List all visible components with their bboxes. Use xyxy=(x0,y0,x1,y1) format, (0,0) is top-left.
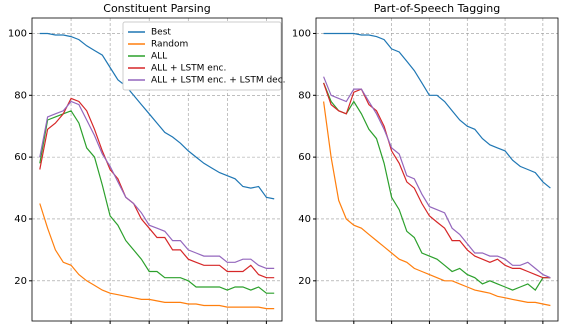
y-tick-label: 40 xyxy=(298,214,311,225)
series-line xyxy=(323,101,551,307)
legend-label: ALL + LSTM enc. + LSTM dec. xyxy=(151,76,286,86)
y-tick-label: 100 xyxy=(8,28,27,39)
series-line xyxy=(39,203,275,310)
y-tick-label: 60 xyxy=(298,152,311,163)
series-line xyxy=(39,100,275,269)
chart-title: Part-of-Speech Tagging xyxy=(374,2,501,15)
y-tick-label: 100 xyxy=(292,28,311,39)
series-line xyxy=(323,82,551,279)
series-line xyxy=(39,110,275,294)
legend-box xyxy=(122,21,282,91)
series-line xyxy=(39,97,275,279)
legend-label: ALL + LSTM enc. xyxy=(151,64,226,74)
y-tick-label: 80 xyxy=(298,90,311,101)
axes-frame xyxy=(31,17,283,322)
legend-label: Best xyxy=(151,28,171,38)
chart-title: Constituent Parsing xyxy=(103,2,210,15)
y-tick-label: 20 xyxy=(298,276,311,287)
y-tick-label: 20 xyxy=(14,276,27,287)
series-line xyxy=(323,76,551,279)
series-line xyxy=(323,82,551,292)
y-tick-label: 40 xyxy=(14,214,27,225)
series-line xyxy=(323,32,551,189)
y-tick-label: 60 xyxy=(14,152,27,163)
y-tick-label: 80 xyxy=(14,90,27,101)
series-line xyxy=(39,32,275,200)
legend-label: Random xyxy=(151,40,188,50)
axes-frame xyxy=(315,17,559,322)
legend-label: ALL xyxy=(151,52,167,62)
